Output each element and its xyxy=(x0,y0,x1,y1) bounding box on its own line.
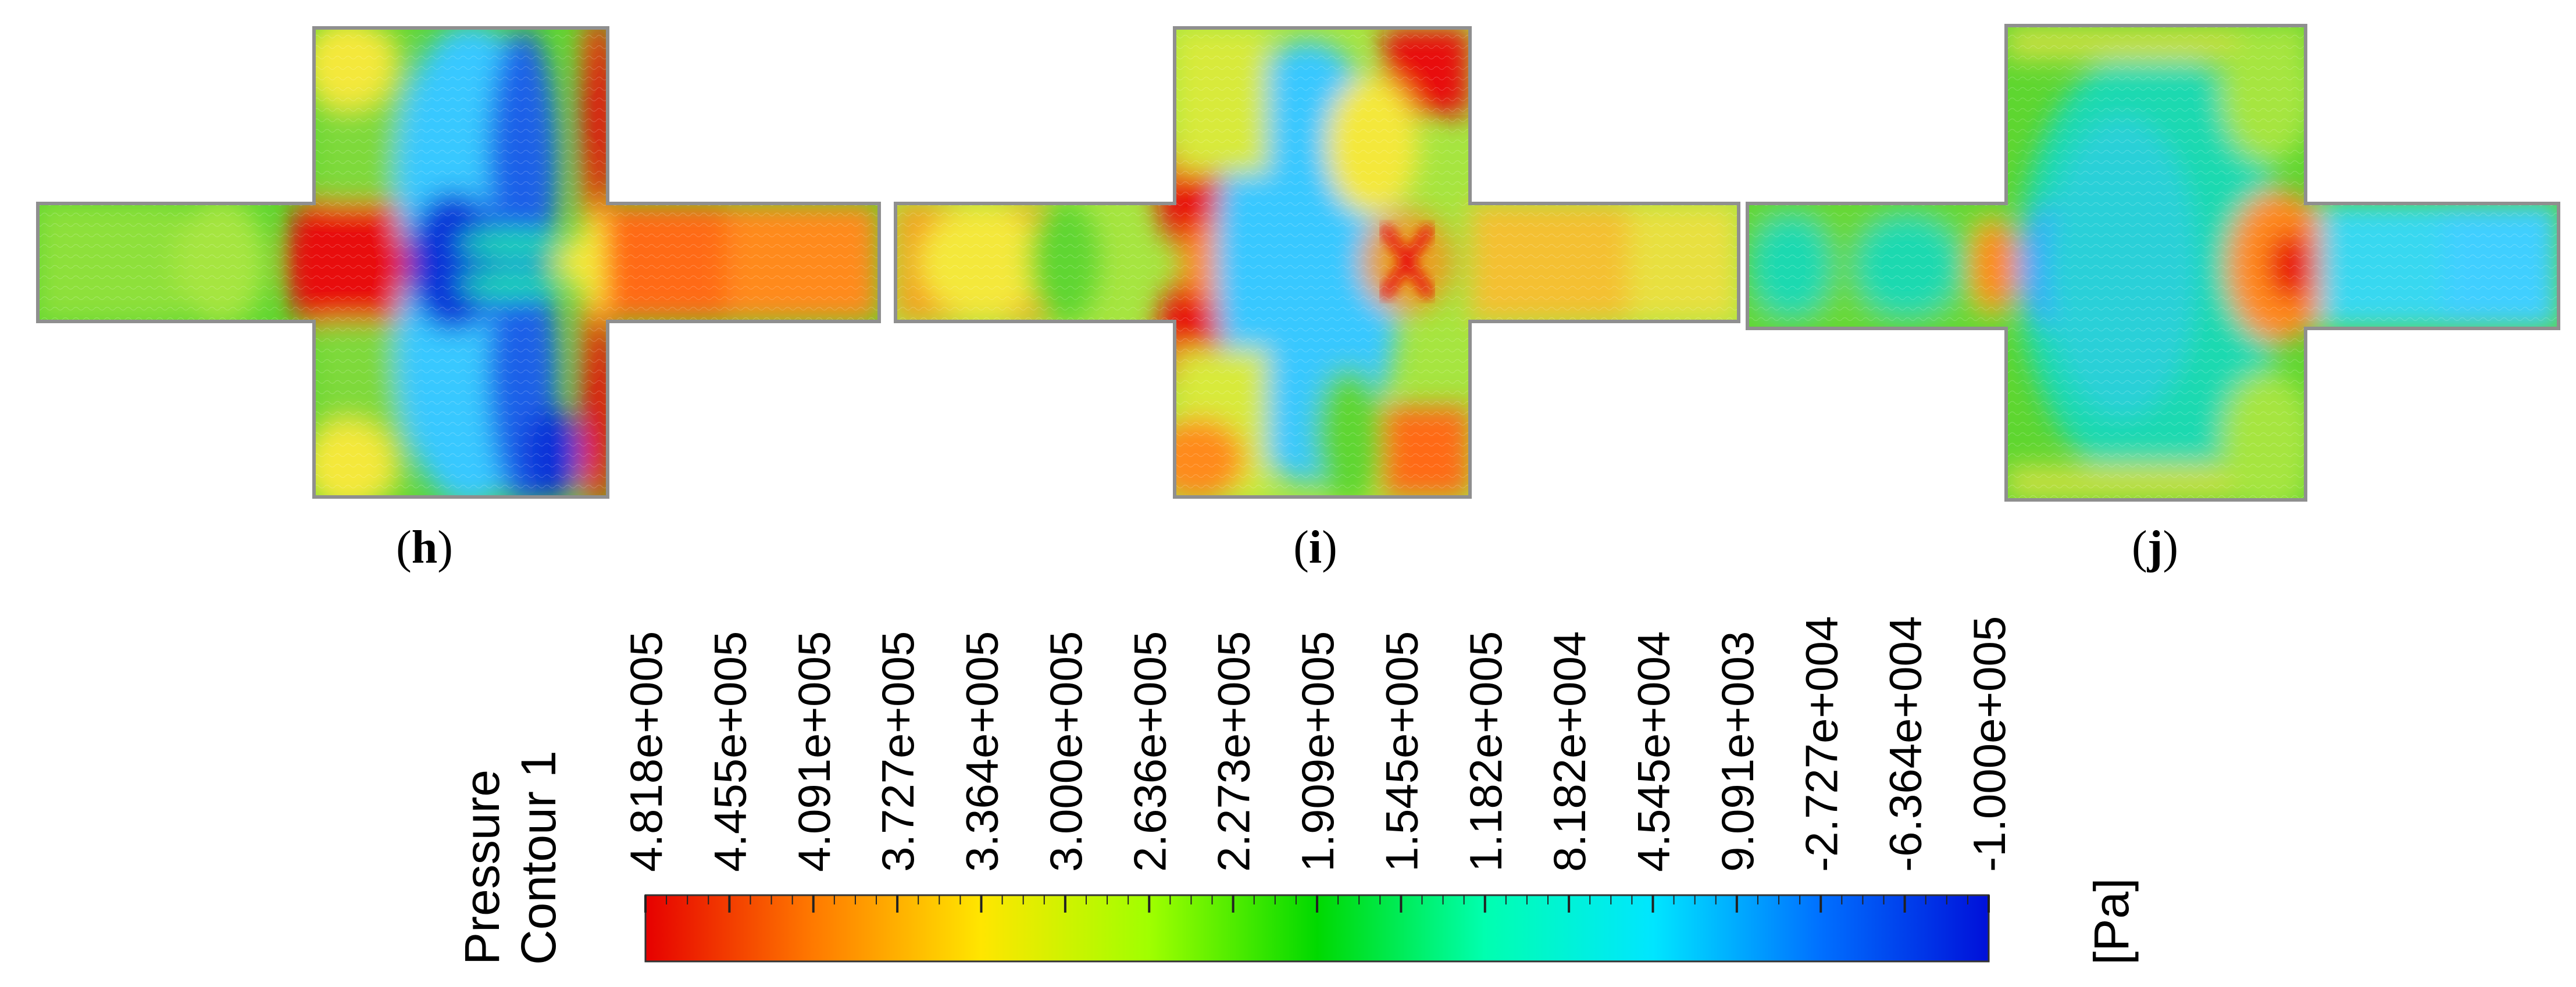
legend-tick-label: 3.364e+005 xyxy=(957,631,1008,872)
legend-title-line2: Contour 1 xyxy=(511,750,566,965)
domain-wall-i xyxy=(894,26,1740,499)
legend-tick-label: 4.545e+004 xyxy=(1628,631,1679,872)
contour-field-i xyxy=(895,28,1739,497)
panel-i: (i) xyxy=(894,26,1740,573)
legend-tick-label: 3.000e+005 xyxy=(1040,631,1091,872)
contour-field-h xyxy=(38,28,879,497)
legend-tick-label: 2.636e+005 xyxy=(1124,631,1175,872)
domain-wall-h xyxy=(36,26,881,499)
panel-label-j: (j) xyxy=(2132,522,2178,573)
panel-j: (j) xyxy=(1746,24,2560,573)
legend-title-line1: Pressure xyxy=(455,770,509,965)
panel-h: (h) xyxy=(36,26,881,573)
legend-tick-label: 8.182e+004 xyxy=(1544,631,1595,872)
legend-tick-label: -2.727e+004 xyxy=(1796,616,1847,872)
domain-wall-j xyxy=(1746,24,2560,502)
legend-tick-label: -1.000e+005 xyxy=(1964,616,2015,872)
legend-tick-label: 4.455e+005 xyxy=(704,631,755,872)
legend-tick-marks xyxy=(644,895,1990,913)
legend-tick-label: 1.182e+005 xyxy=(1460,631,1511,872)
legend-tick-label: -6.364e+004 xyxy=(1880,616,1931,872)
legend-tick-label: 4.818e+005 xyxy=(620,631,672,872)
legend-tick-label: 1.909e+005 xyxy=(1292,631,1343,872)
legend-tick-label: 3.727e+005 xyxy=(872,631,923,872)
panel-label-i: (i) xyxy=(1293,522,1337,573)
contour-field-j xyxy=(1747,26,2559,500)
legend-tick-label: 1.545e+005 xyxy=(1376,631,1427,872)
legend-tick-label: 4.091e+005 xyxy=(789,631,840,872)
legend-unit: [Pa] xyxy=(2084,878,2139,965)
pressure-legend: Pressure Contour 1 4.818e+005 4.455e+005 4… xyxy=(455,616,2139,965)
legend-tick-label: 9.091e+003 xyxy=(1712,631,1763,872)
legend-tick-labels: 4.818e+005 4.455e+005 4.091e+005 3.727e+005… xyxy=(620,616,2015,872)
legend-tick-label: 2.273e+005 xyxy=(1208,631,1260,872)
panel-label-h: (h) xyxy=(396,522,453,573)
